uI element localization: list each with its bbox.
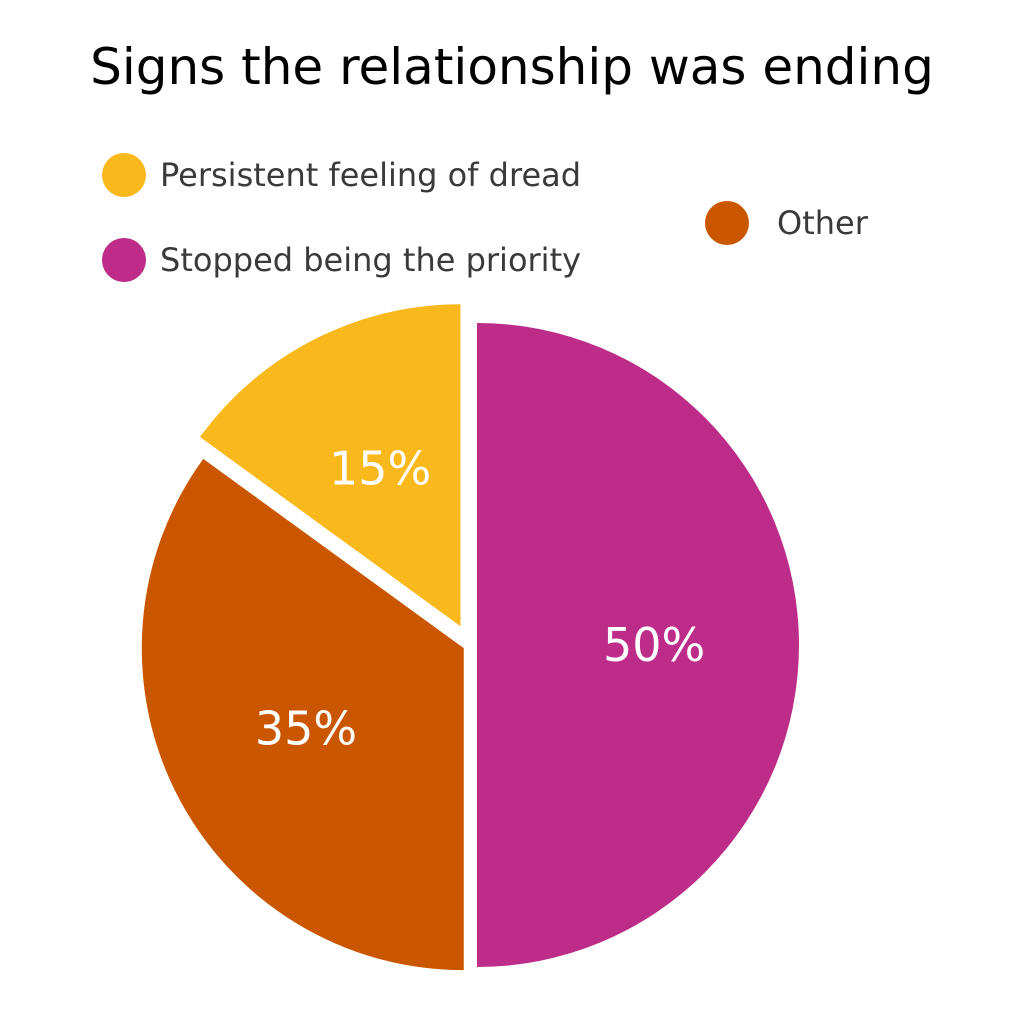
- chart-title: Signs the relationship was ending: [90, 38, 934, 96]
- slice-value-label: 35%: [255, 702, 357, 756]
- pie-slice-other: [141, 458, 464, 971]
- legend-label: Persistent feeling of dread: [160, 156, 582, 194]
- slice-value-label: 50%: [603, 618, 705, 672]
- legend-item-stopped-being-the-priority: Stopped being the priority: [102, 235, 581, 285]
- legend-item-persistent-feeling-of-dread: Persistent feeling of dread: [102, 150, 581, 200]
- pie-slice-stopped-being-the-priority: [477, 323, 799, 967]
- legend-label: Stopped being the priority: [160, 241, 582, 279]
- legend-swatch: [102, 153, 146, 197]
- legend-item-other: Other: [705, 198, 868, 248]
- pie-slice-persistent-feeling-of-dread: [199, 304, 461, 627]
- legend-swatch: [705, 201, 749, 245]
- slice-value-label: 15%: [329, 441, 431, 495]
- legend-label: Other: [777, 204, 868, 242]
- legend-swatch: [102, 238, 146, 282]
